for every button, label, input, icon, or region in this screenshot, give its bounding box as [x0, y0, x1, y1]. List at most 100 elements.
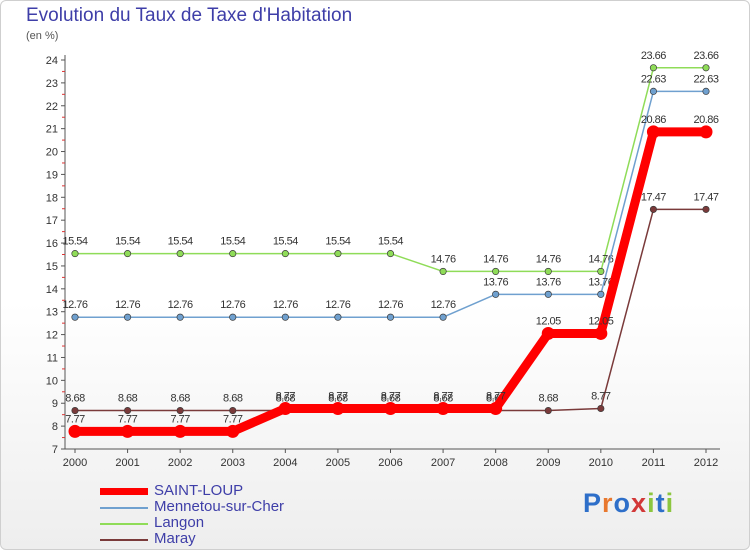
data-label-langon: 15.54	[378, 236, 403, 248]
logo-letter: i	[647, 488, 656, 518]
data-point-langon	[124, 250, 132, 258]
data-point-mennetou-sur-cher	[71, 313, 79, 321]
data-point-mennetou-sur-cher	[176, 313, 184, 321]
data-point-langon	[544, 267, 552, 275]
data-label-saint-loup: 8.77	[276, 390, 296, 402]
data-point-saint-loup	[699, 125, 713, 139]
data-point-maray	[544, 407, 552, 415]
data-point-mennetou-sur-cher	[281, 313, 289, 321]
y-tick-label: 10	[46, 375, 58, 387]
y-tick-label: 20	[46, 147, 58, 159]
data-label-saint-loup: 8.77	[433, 390, 453, 402]
y-tick-label: 21	[46, 124, 58, 136]
data-label-mennetou-sur-cher: 12.76	[168, 299, 193, 311]
data-point-saint-loup	[384, 401, 397, 415]
y-tick-label: 24	[46, 55, 58, 67]
data-label-saint-loup: 20.86	[641, 114, 666, 126]
y-tick-label: 11	[47, 352, 58, 364]
data-point-langon	[702, 64, 710, 72]
x-tick-label: 2008	[483, 457, 507, 469]
data-point-langon	[386, 250, 395, 258]
data-label-langon: 14.76	[483, 253, 508, 265]
data-point-saint-loup	[331, 401, 345, 415]
data-point-langon	[334, 250, 342, 258]
data-label-saint-loup: 7.77	[65, 413, 85, 425]
data-label-langon: 14.76	[536, 253, 561, 265]
data-label-langon: 15.54	[273, 236, 298, 248]
data-point-maray	[176, 407, 184, 415]
data-point-mennetou-sur-cher	[649, 87, 657, 95]
data-label-maray: 8.68	[381, 393, 401, 405]
x-tick-label: 2009	[536, 457, 560, 469]
data-label-maray: 17.47	[641, 191, 666, 203]
logo-letter: i	[665, 488, 675, 518]
data-point-mennetou-sur-cher	[334, 313, 342, 321]
data-label-mennetou-sur-cher: 12.76	[62, 299, 87, 311]
logo-letter: P	[583, 488, 603, 518]
data-point-saint-loup	[121, 424, 135, 438]
data-label-saint-loup: 7.77	[170, 413, 190, 425]
x-tick-label: 2004	[273, 457, 297, 469]
data-point-mennetou-sur-cher	[492, 290, 500, 298]
legend-label-saint-loup: SAINT-LOUP	[154, 482, 244, 499]
data-point-langon	[71, 250, 79, 258]
x-tick-label: 2006	[378, 457, 402, 469]
logo-letter: o	[613, 488, 632, 518]
x-tick-label: 2001	[115, 457, 139, 469]
x-tick-label: 2000	[63, 457, 87, 469]
legend-label-maray: Maray	[154, 530, 196, 547]
y-tick-label: 17	[46, 215, 58, 227]
data-point-saint-loup	[594, 326, 608, 340]
data-label-mennetou-sur-cher: 12.76	[431, 299, 456, 311]
legend-swatch-maray	[100, 539, 148, 541]
data-point-saint-loup	[436, 401, 450, 415]
data-label-maray: 8.68	[118, 393, 138, 405]
data-label-langon: 23.66	[641, 50, 666, 62]
data-label-saint-loup: 7.77	[223, 413, 243, 425]
y-tick-label: 9	[52, 398, 58, 410]
y-tick-label: 12	[46, 330, 58, 342]
x-tick-label: 2003	[221, 457, 245, 469]
y-tick-label: 13	[46, 307, 58, 319]
data-label-maray: 17.47	[693, 191, 718, 203]
data-point-saint-loup	[68, 424, 82, 438]
data-point-langon	[229, 250, 237, 258]
data-label-saint-loup: 12.05	[536, 315, 561, 327]
data-point-maray	[597, 404, 605, 413]
data-label-mennetou-sur-cher: 12.76	[273, 299, 298, 311]
data-point-mennetou-sur-cher	[439, 313, 447, 321]
data-label-langon: 15.54	[168, 236, 193, 248]
data-label-langon: 23.66	[693, 50, 718, 62]
data-label-mennetou-sur-cher: 13.76	[588, 276, 613, 288]
logo-letter: t	[655, 488, 666, 518]
logo-letter: r	[602, 488, 614, 518]
data-label-saint-loup: 7.77	[118, 413, 138, 425]
y-unit-label: (en %)	[26, 30, 59, 42]
data-point-langon	[649, 64, 657, 72]
data-point-maray	[71, 407, 79, 415]
data-label-mennetou-sur-cher: 22.63	[693, 73, 718, 85]
data-point-langon	[176, 250, 184, 258]
data-label-saint-loup: 8.77	[328, 390, 348, 402]
data-point-saint-loup	[226, 424, 240, 438]
y-tick-label: 19	[46, 169, 58, 181]
data-point-langon	[597, 267, 605, 275]
data-point-langon	[439, 267, 447, 275]
data-label-langon: 14.76	[431, 253, 456, 265]
data-point-mennetou-sur-cher	[386, 313, 395, 321]
data-label-mennetou-sur-cher: 13.76	[536, 276, 561, 288]
data-label-maray: 8.68	[223, 393, 243, 405]
x-tick-label: 2010	[589, 457, 613, 469]
data-point-saint-loup	[646, 125, 660, 139]
logo-letter: x	[631, 488, 648, 518]
data-point-langon	[492, 267, 500, 275]
data-point-saint-loup	[489, 401, 503, 415]
data-label-saint-loup: 20.86	[693, 114, 718, 126]
data-label-saint-loup: 8.77	[486, 390, 506, 402]
data-point-maray	[702, 205, 710, 213]
data-label-langon: 15.54	[325, 236, 350, 248]
y-tick-label: 16	[46, 238, 58, 250]
series-line-saint-loup	[70, 127, 711, 436]
y-tick-label: 8	[52, 421, 58, 433]
